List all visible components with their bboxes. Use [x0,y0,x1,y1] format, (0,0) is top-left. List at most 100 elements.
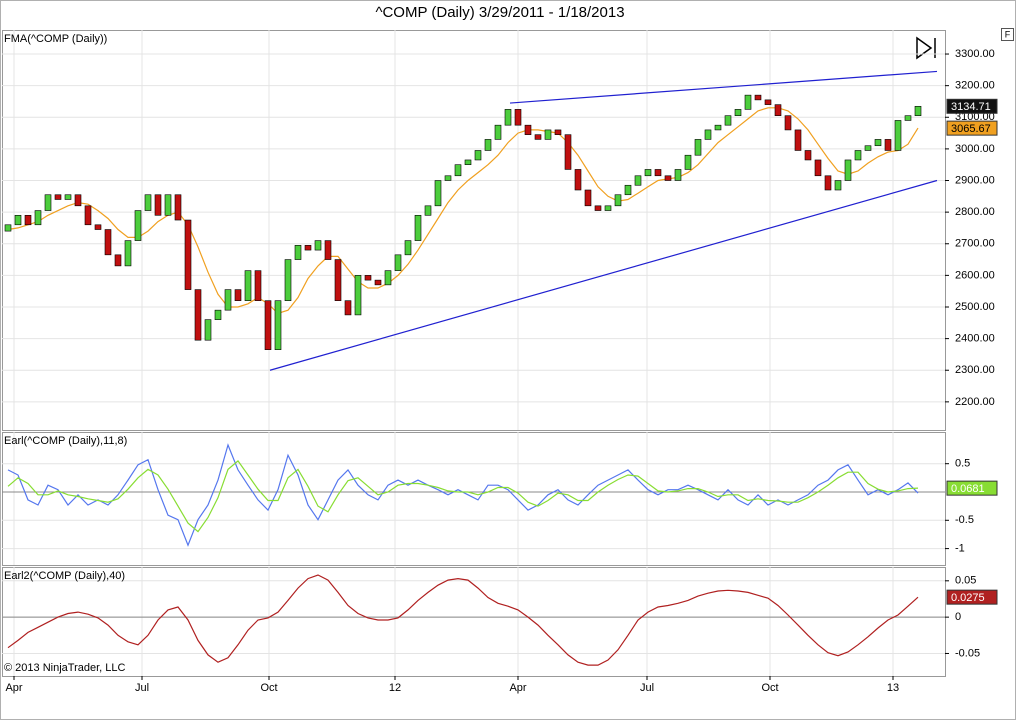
y-tick-label: 2200.00 [955,396,995,408]
y-tick-label: 2900.00 [955,174,995,186]
candle-body [644,169,652,177]
y-tick-label: 2300.00 [955,364,995,376]
candle-body [584,189,592,207]
candle-body [214,309,222,320]
x-tick-label: Apr [5,682,22,694]
candle-body [744,94,752,110]
candle-body [164,194,172,216]
candle-body [874,139,882,147]
candle-body [894,120,902,151]
candle-body [384,270,392,286]
candle-body [624,184,632,196]
copyright: © 2013 NinjaTrader, LLC [4,662,125,674]
candle-body [754,94,762,101]
candle-body [94,224,102,230]
panel-label: Earl2(^COMP (Daily),40) [4,570,125,582]
candle-body [764,99,772,105]
candle-body [774,104,782,116]
y-tick-label: 3000.00 [955,143,995,155]
candle-body [34,210,42,226]
y-tick-label: 0.05 [955,575,976,587]
candle-body [664,175,672,181]
x-tick-label: Jul [135,682,149,694]
candle-body [424,205,432,216]
candle-body [914,105,922,116]
candle-body [674,169,682,181]
candle-body [274,300,282,350]
candle-body [834,180,842,191]
series-line [7,460,919,533]
candle-body [354,275,362,316]
y-tick-label: -0.5 [955,514,974,526]
candle-body [174,194,182,221]
candle-body [234,289,242,301]
candle-body [134,210,142,241]
panel-label: Earl(^COMP (Daily),11,8) [4,435,127,447]
y-tick-label: 3300.00 [955,48,995,60]
y-tick-label: 2800.00 [955,206,995,218]
y-tick-label: 2500.00 [955,301,995,313]
series-line [7,574,919,666]
candle-body [534,134,542,140]
value-box-label: 3065.67 [951,123,991,135]
candle-body [154,194,162,216]
value-box-label: 0.0681 [951,483,985,495]
x-tick-label: Apr [509,682,526,694]
candle-body [24,214,32,226]
candle-body [724,115,732,126]
candle-body [694,139,702,156]
candle-body [114,254,122,267]
candle-body [264,300,272,350]
candle-body [124,240,132,267]
candle-body [314,240,322,251]
candle-body [4,224,12,232]
y-tick-label: 0.5 [955,458,970,470]
candle-body [324,240,332,260]
candle-body [554,129,562,135]
candle-body [454,164,462,177]
trend-line [269,179,938,371]
candle-body [54,194,62,200]
candle-body [304,245,312,251]
series-line [7,107,919,314]
candle-body [104,229,112,256]
candle-body [394,254,402,271]
y-tick-label: -1 [955,542,965,554]
candle-body [374,279,382,286]
play-triangle[interactable] [916,36,933,60]
candle-body [514,109,522,126]
corner-box[interactable] [1001,28,1014,41]
panel [2,432,946,566]
candle-body [404,240,412,256]
candle-body [844,159,852,181]
candle-body [654,169,662,177]
value-box [946,120,998,136]
candle-body [464,159,472,166]
x-tick-label: 12 [389,682,401,694]
candle-body [344,300,352,316]
candle-body [864,145,872,151]
candle-body [484,139,492,151]
candle-body [524,124,532,135]
corner-label[interactable]: F [1005,29,1011,39]
value-box [946,480,998,496]
candle-body [364,275,372,281]
candle-body [244,270,252,301]
candle-body [184,219,192,290]
x-tick-label: Oct [260,682,277,694]
candle-body [824,175,832,191]
candle-body [444,175,452,181]
play-icon[interactable] [916,36,936,60]
candle-body [684,154,692,170]
candle-body [144,194,152,211]
value-box-label: 0.0275 [951,592,985,604]
candle-body [414,214,422,241]
value-box [946,98,998,114]
candle-body [614,194,622,207]
candle-body [204,319,212,341]
candle-body [494,124,502,140]
y-tick-label: 2700.00 [955,238,995,250]
candle-body [784,115,792,131]
value-box-label: 3134.71 [951,101,991,113]
